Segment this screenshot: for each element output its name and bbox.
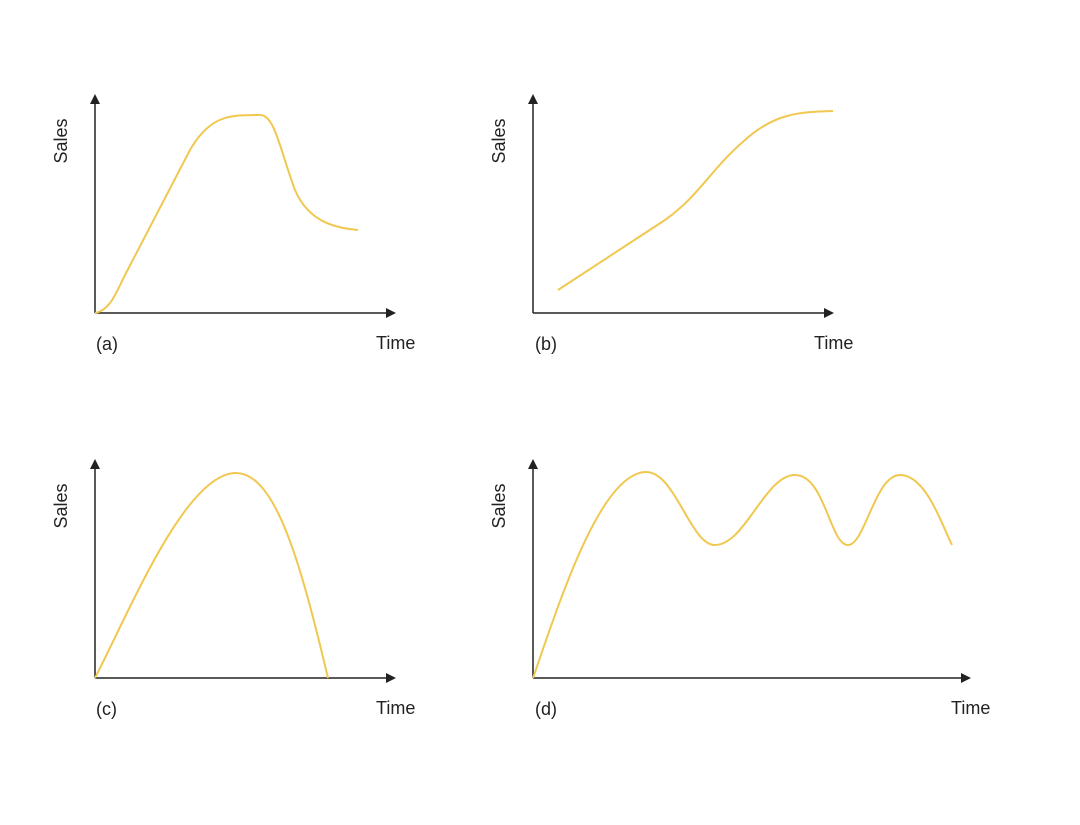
sales-curve xyxy=(94,471,329,679)
sales-curve xyxy=(94,113,359,314)
sales-curve xyxy=(557,110,834,291)
x-axis-label: Time xyxy=(376,698,415,718)
x-axis-label: Time xyxy=(951,698,990,718)
sales-curve xyxy=(532,470,953,679)
y-axis-label: Sales xyxy=(51,118,71,163)
panel-label: (d) xyxy=(535,699,557,719)
panel-d: Sales Time (d) xyxy=(489,459,990,719)
y-axis-label: Sales xyxy=(489,118,509,163)
panel-label: (b) xyxy=(535,334,557,354)
panel-b: Sales Time (b) xyxy=(489,94,853,354)
panel-a: Sales Time (a) xyxy=(51,94,415,354)
panel-label: (c) xyxy=(96,699,117,719)
panel-label: (a) xyxy=(96,334,118,354)
x-axis-label: Time xyxy=(814,333,853,353)
y-axis-label: Sales xyxy=(489,483,509,528)
x-axis-label: Time xyxy=(376,333,415,353)
panel-c: Sales Time (c) xyxy=(51,459,415,719)
y-axis-label: Sales xyxy=(51,483,71,528)
